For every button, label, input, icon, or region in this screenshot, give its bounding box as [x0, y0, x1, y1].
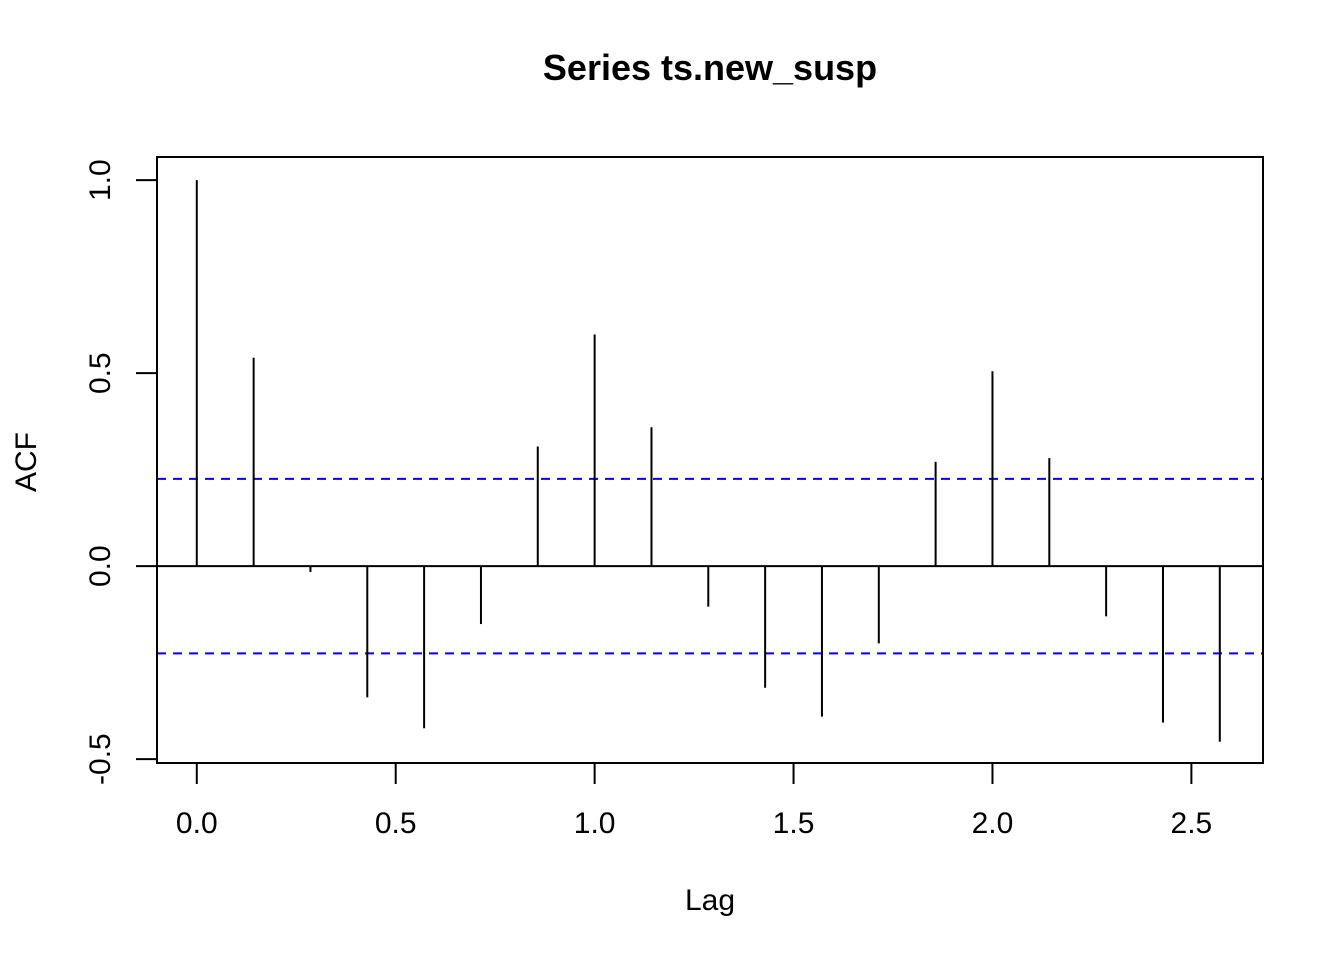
y-tick-label: 0.5: [84, 352, 117, 394]
x-tick-label: 2.0: [972, 807, 1014, 840]
x-tick-label: 1.5: [773, 807, 815, 840]
y-tick-label: 0.0: [84, 545, 117, 587]
x-axis-label: Lag: [685, 884, 735, 917]
x-axis: 0.0 0.5 1.0 1.5 2.0 2.5: [176, 762, 1213, 840]
y-axis: -0.5 0.0 0.5 1.0: [84, 159, 158, 785]
y-tick-label: 1.0: [84, 159, 117, 201]
plot-area: [157, 180, 1263, 742]
y-tick-label: -0.5: [84, 733, 117, 785]
plot-frame: [156, 156, 1264, 764]
x-tick-label: 1.0: [574, 807, 616, 840]
x-tick-label: 0.0: [176, 807, 218, 840]
chart-title: Series ts.new_susp: [543, 47, 877, 88]
x-tick-label: 0.5: [375, 807, 417, 840]
x-tick-label: 2.5: [1171, 807, 1213, 840]
y-axis-label: ACF: [10, 432, 43, 492]
